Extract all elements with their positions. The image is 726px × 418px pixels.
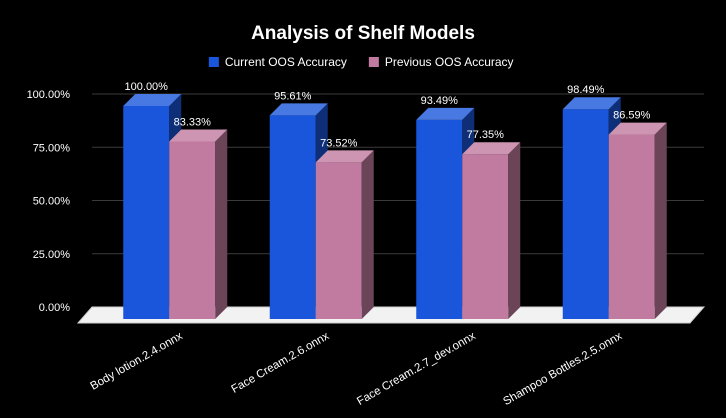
data-label: 83.33% xyxy=(174,117,212,129)
chart-title: Analysis of Shelf Models xyxy=(251,23,475,44)
data-label: 98.49% xyxy=(567,84,605,96)
bar-front xyxy=(608,134,655,319)
data-labels: 100.00% 83.33% 95.61% 73.52% 93.49% 77.35% 98.… xyxy=(125,81,651,149)
y-tick-label: 75.00% xyxy=(33,142,71,154)
x-tick-label: Face Cream.2.6.onnx xyxy=(229,330,331,396)
bars xyxy=(123,94,667,320)
bar-top xyxy=(462,142,521,155)
legend-label: Previous OOS Accuracy xyxy=(385,55,514,69)
data-label: 86.59% xyxy=(613,110,651,122)
bar-top xyxy=(315,150,374,163)
legend-item: Current OOS Accuracy xyxy=(208,55,347,69)
data-label: 93.49% xyxy=(421,95,459,107)
legend-label: Current OOS Accuracy xyxy=(225,55,347,69)
legend-item: Previous OOS Accuracy xyxy=(368,55,514,69)
bar-front xyxy=(123,106,170,319)
bar-top xyxy=(169,129,228,142)
bar-top xyxy=(608,122,667,135)
bar-front xyxy=(462,154,509,319)
bar-front xyxy=(562,109,609,319)
bar-top xyxy=(269,103,328,116)
bar xyxy=(608,122,667,320)
bar-top xyxy=(416,107,475,120)
bar-side xyxy=(361,150,374,319)
bar-side xyxy=(215,129,228,319)
x-tick-label: Body lotion.2.4.onnx xyxy=(88,330,184,393)
data-label: 73.52% xyxy=(320,137,358,149)
legend: Current OOS Accuracy Previous OOS Accurac… xyxy=(208,55,514,69)
bar-side xyxy=(508,142,521,319)
x-tick-label: Face Cream.2.7_dev.onnx xyxy=(355,330,478,408)
data-label: 77.35% xyxy=(467,129,505,141)
data-label: 95.61% xyxy=(274,90,312,102)
y-tick-label: 0.00% xyxy=(39,302,70,314)
bar-top xyxy=(123,94,182,106)
bar-front xyxy=(416,119,463,319)
bar-top xyxy=(562,97,621,110)
data-label: 100.00% xyxy=(125,81,169,93)
bar xyxy=(169,129,228,319)
legend-swatch xyxy=(368,57,379,67)
bar-side xyxy=(654,122,667,320)
y-tick-label: 50.00% xyxy=(33,196,71,208)
bar xyxy=(315,150,374,319)
bar-front xyxy=(269,115,316,319)
bar-front xyxy=(315,162,362,319)
legend-swatch xyxy=(208,57,219,67)
bar xyxy=(462,142,521,319)
bar-front xyxy=(169,141,216,319)
y-tick-label: 25.00% xyxy=(33,249,71,261)
x-tick-label: Shampoo Bottles.2.5.onnx xyxy=(501,330,624,408)
y-tick-label: 100.00% xyxy=(27,89,71,101)
